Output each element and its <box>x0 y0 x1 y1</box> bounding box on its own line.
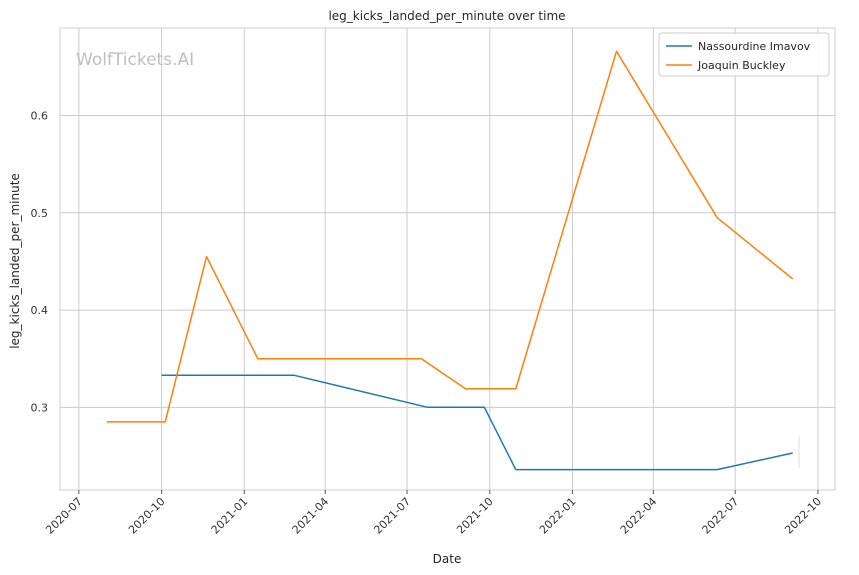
chart-title: leg_kicks_landed_per_minute over time <box>328 9 565 23</box>
series-group <box>106 50 794 471</box>
y-axis-label: leg_kicks_landed_per_minute <box>8 173 22 349</box>
y-tick-label: 0.5 <box>31 207 49 220</box>
legend-box <box>658 32 830 77</box>
y-tick-label: 0.6 <box>31 110 49 123</box>
x-axis-label: Date <box>433 552 462 566</box>
y-tick-label: 0.4 <box>31 304 49 317</box>
plot-frame <box>59 27 836 491</box>
legend-label-2: Joaquin Buckley <box>697 59 786 72</box>
series-line-1 <box>161 374 793 471</box>
legend-label-1: Nassourdine Imavov <box>698 40 811 53</box>
y-tick-label: 0.3 <box>31 401 49 414</box>
series-line-2 <box>106 50 794 423</box>
y-axis-ticks: 0.3 0.4 0.5 0.6 <box>31 110 49 415</box>
watermark: WolfTickets.AI <box>76 50 194 70</box>
legend: Nassourdine Imavov Joaquin Buckley <box>658 32 830 77</box>
grid <box>60 28 835 490</box>
